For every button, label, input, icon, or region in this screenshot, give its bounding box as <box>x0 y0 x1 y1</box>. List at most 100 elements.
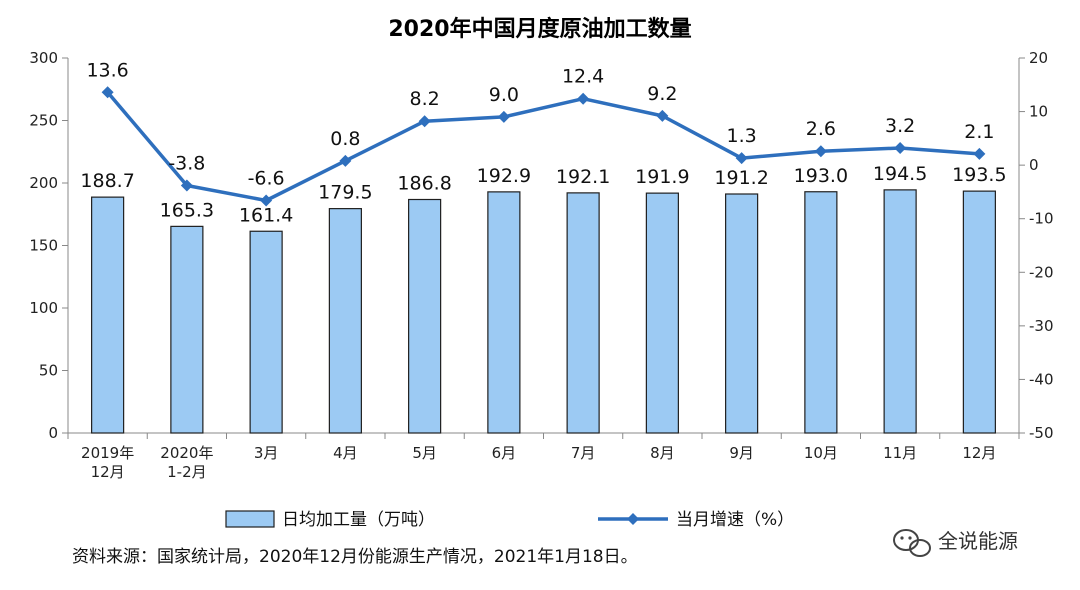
legend: 日均加工量（万吨） 当月增速（%） <box>225 510 794 530</box>
legend-bar-label: 日均加工量（万吨） <box>282 510 435 530</box>
source-note: 资料来源：国家统计局，2020年12月份能源生产情况，2021年1月18日。 <box>72 547 638 567</box>
category-label-line: 4月 <box>333 444 358 462</box>
category-label-line: 6月 <box>492 444 517 462</box>
right-tick-label: -30 <box>1029 317 1054 335</box>
legend-line-label: 当月增速（%） <box>676 510 794 530</box>
line-value-label: 3.2 <box>885 115 915 137</box>
line-value-label: -3.8 <box>168 153 205 175</box>
line-value-label: 12.4 <box>562 66 604 88</box>
category-label: 7月 <box>571 444 596 462</box>
bar-value-label: 192.1 <box>556 166 610 188</box>
category-label-line: 1-2月 <box>167 463 207 481</box>
bar <box>883 189 917 434</box>
line-point <box>577 92 590 105</box>
category-label-line: 11月 <box>883 444 917 462</box>
line-point <box>339 154 352 167</box>
bar <box>170 225 204 434</box>
left-tick-label: 200 <box>29 174 58 192</box>
category-label: 2019年 12月 <box>81 444 134 481</box>
category-label: 12月 <box>962 444 996 462</box>
line-point <box>656 109 669 122</box>
bar <box>408 198 442 434</box>
right-tick-label: -20 <box>1029 263 1054 281</box>
category-label: 4月 <box>333 444 358 462</box>
line-series <box>101 86 986 207</box>
bar <box>962 190 996 434</box>
category-label-line: 7月 <box>571 444 596 462</box>
line-point <box>894 142 907 154</box>
wechat-icon <box>893 529 931 557</box>
line-value-label: 1.3 <box>727 125 757 147</box>
bar-value-label: 188.7 <box>80 170 134 192</box>
category-label: 9月 <box>729 444 754 462</box>
category-label-line: 2020年 <box>160 444 213 462</box>
category-label-line: 12月 <box>962 444 996 462</box>
category-label-line: 10月 <box>804 444 838 462</box>
data-labels: 188.7 165.3 161.4 179.5 186.8 192.9 192.1 191.9… <box>80 59 1006 226</box>
bar <box>645 192 679 434</box>
left-tick-label: 250 <box>29 112 58 130</box>
category-label: 2020年 1-2月 <box>160 444 213 481</box>
left-tick-label: 100 <box>29 299 58 317</box>
category-label: 8月 <box>650 444 675 462</box>
line-point <box>418 115 431 128</box>
line-point <box>260 194 273 207</box>
category-label-line: 3月 <box>254 444 279 462</box>
left-tick-label: 300 <box>29 49 58 67</box>
bar-value-label: 191.2 <box>714 167 768 189</box>
line-value-label: 0.8 <box>330 128 360 150</box>
line-value-label: 8.2 <box>410 88 440 110</box>
category-label-line: 2019年 <box>81 444 134 462</box>
line-value-label: -6.6 <box>248 168 285 190</box>
line-point <box>814 145 827 158</box>
line-point <box>497 110 510 123</box>
line-value-label: 9.2 <box>647 83 677 105</box>
line-value-label: 2.1 <box>964 121 994 143</box>
category-label: 6月 <box>492 444 517 462</box>
bar <box>804 191 838 434</box>
bar-value-label: 161.4 <box>239 204 293 226</box>
right-tick-label: -10 <box>1029 210 1054 228</box>
category-label: 10月 <box>804 444 838 462</box>
bar-value-label: 193.0 <box>794 165 848 187</box>
right-tick-label: -40 <box>1029 370 1054 388</box>
bar <box>328 208 362 434</box>
left-tick-label: 150 <box>29 237 58 255</box>
line-value-label: 2.6 <box>806 118 836 140</box>
left-tick-label: 50 <box>39 362 58 380</box>
category-label: 3月 <box>254 444 279 462</box>
legend-line-marker <box>627 513 639 525</box>
bar-value-label: 191.9 <box>635 166 689 188</box>
category-label-line: 5月 <box>412 444 437 462</box>
watermark-text: 全说能源 <box>938 529 1018 553</box>
category-label-line: 9月 <box>729 444 754 462</box>
right-tick-label: -50 <box>1029 424 1054 442</box>
bar <box>91 196 125 434</box>
chart-title: 2020年中国月度原油加工数量 <box>388 16 691 42</box>
bar-value-label: 192.9 <box>477 165 531 187</box>
right-tick-label: 20 <box>1029 49 1048 67</box>
growth-line <box>106 91 980 203</box>
bar-value-label: 179.5 <box>318 182 372 204</box>
category-label: 5月 <box>412 444 437 462</box>
category-label-line: 12月 <box>91 463 125 481</box>
line-point <box>973 147 986 160</box>
category-label: 11月 <box>883 444 917 462</box>
watermark: 全说能源 <box>893 529 1018 557</box>
bar <box>725 193 759 434</box>
line-point <box>101 86 114 99</box>
line-value-label: 9.0 <box>489 84 519 106</box>
bar-value-label: 193.5 <box>952 164 1006 186</box>
axes: 0 50 100 150 200 250 300 -50 -40 -30 -20 -10 0 10 20 <box>29 49 1053 442</box>
bar-value-label: 165.3 <box>160 199 214 221</box>
line-point <box>180 179 193 192</box>
right-tick-label: 0 <box>1029 156 1039 174</box>
left-tick-label: 0 <box>48 424 58 442</box>
bar <box>249 230 283 434</box>
bar <box>566 192 600 434</box>
right-tick-label: 10 <box>1029 103 1048 121</box>
bar-value-label: 186.8 <box>397 173 451 195</box>
